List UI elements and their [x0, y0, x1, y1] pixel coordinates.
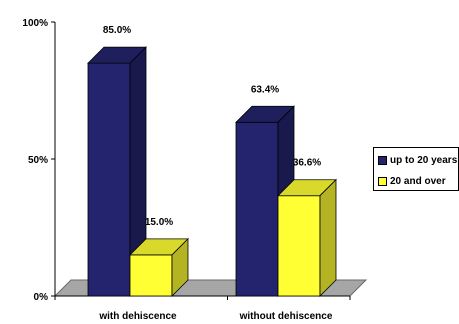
legend-item-series-2: 20 and over	[378, 172, 458, 190]
labels-group: 85.0% 15.0% with dehiscence 63.4% 36.6% witho…	[98, 25, 332, 322]
legend-swatch-series-2	[378, 176, 387, 186]
legend: up to 20 years 20 and over	[373, 147, 459, 191]
bar-front	[87, 62, 131, 297]
y-tick-label: 100%	[22, 18, 48, 29]
data-label: 85.0%	[103, 25, 131, 36]
bar	[277, 178, 337, 297]
bar-side	[171, 237, 189, 297]
legend-swatch-series-1	[378, 155, 387, 165]
bar-front	[235, 121, 279, 297]
bars-group	[87, 46, 337, 297]
data-label: 36.6%	[293, 158, 321, 169]
bar-side	[319, 178, 337, 297]
y-tick-label: 0%	[34, 292, 49, 303]
x-category-label: with dehiscence	[98, 311, 177, 322]
bar	[87, 46, 147, 297]
bar-front	[129, 254, 173, 297]
legend-label-series-1: up to 20 years	[390, 154, 458, 166]
data-label: 15.0%	[145, 217, 173, 228]
y-tick-label: 50%	[28, 155, 48, 166]
data-label: 63.4%	[251, 84, 279, 95]
legend-item-series-1: up to 20 years	[378, 151, 458, 169]
bar-front	[277, 195, 321, 297]
x-category-label: without dehiscence	[239, 311, 333, 322]
bar	[129, 237, 189, 297]
legend-label-series-2: 20 and over	[390, 175, 446, 187]
